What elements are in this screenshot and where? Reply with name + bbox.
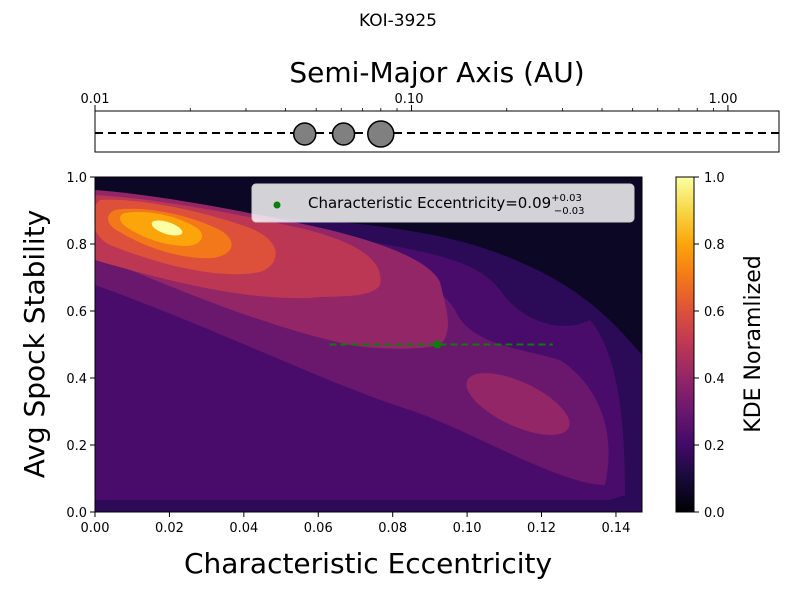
eccentricity-estimate-point <box>433 340 442 349</box>
x-tick-label-4: 0.08 <box>378 521 407 536</box>
kde-secondary-peak <box>466 373 570 435</box>
legend: Characteristic Eccentricity=0.09+0.03 −0.… <box>251 183 635 223</box>
x-tick-label-3: 0.06 <box>304 521 333 536</box>
y-axis-ticks: 0.0 0.2 0.4 0.6 0.8 1.0 <box>66 171 95 521</box>
kde-panel: Characteristic Eccentricity=0.09+0.03 −0.… <box>18 171 643 580</box>
y-tick-label-5: 1.0 <box>66 171 87 186</box>
x-tick-label-6: 0.12 <box>527 521 556 536</box>
y-tick-label-2: 0.4 <box>66 372 87 387</box>
colorbar-tick-label-4: 0.8 <box>704 238 725 253</box>
x-tick-label-0: 0.00 <box>81 521 110 536</box>
x-tick-label-2: 0.04 <box>229 521 258 536</box>
colorbar-tick-label-2: 0.4 <box>704 372 725 387</box>
figure-title: KOI-3925 <box>359 11 437 31</box>
planet-marker-2 <box>367 120 395 148</box>
legend-label: Characteristic Eccentricity=0.09+0.03 −0.… <box>308 193 584 217</box>
x-axis-label: Characteristic Eccentricity <box>184 547 552 580</box>
colorbar-gradient <box>675 176 695 513</box>
y-tick-label-0: 0.0 <box>66 506 87 521</box>
kde-frame <box>94 176 643 513</box>
colorbar-tick-label-3: 0.6 <box>704 305 725 320</box>
planet-markers <box>292 120 395 148</box>
x-tick-label-7: 0.14 <box>601 521 630 536</box>
colorbar-ticks: 0.0 0.2 0.4 0.6 0.8 1.0 <box>694 171 725 521</box>
semi-major-axis-frame <box>94 110 780 153</box>
planet-marker-0 <box>292 122 317 146</box>
x-tick-label-1: 0.02 <box>155 521 184 536</box>
legend-marker <box>273 201 281 209</box>
legend-box <box>251 183 635 223</box>
colorbar-tick-label-5: 1.0 <box>704 171 725 186</box>
colorbar-label: KDE Noramlized <box>741 255 766 432</box>
colorbar-tick-label-0: 0.0 <box>704 506 725 521</box>
planet-marker-1 <box>331 122 356 146</box>
x-tick-label-5: 0.10 <box>453 521 482 536</box>
semi-major-axis-panel: Semi-Major Axis (AU) 0.01 0.10 1.00 <box>81 56 780 153</box>
semi-major-axis-title: Semi-Major Axis (AU) <box>289 56 584 89</box>
top-tick-label-0: 0.01 <box>81 92 110 107</box>
semi-major-axis-ticks <box>94 105 729 111</box>
y-axis-label: Avg Spock Stability <box>18 210 51 479</box>
colorbar-tick-label-1: 0.2 <box>704 439 725 454</box>
y-tick-label-3: 0.6 <box>66 305 87 320</box>
y-tick-label-4: 0.8 <box>66 238 87 253</box>
x-axis-ticks: 0.00 0.02 0.04 0.06 0.08 0.10 0.12 0.14 <box>81 512 630 536</box>
colorbar: 0.0 0.2 0.4 0.6 0.8 1.0 KDE Noramlized <box>675 171 766 521</box>
top-tick-label-1: 0.10 <box>395 92 424 107</box>
top-tick-label-2: 1.00 <box>709 92 738 107</box>
y-tick-label-1: 0.2 <box>66 439 87 454</box>
kde-peak-core <box>151 220 183 236</box>
